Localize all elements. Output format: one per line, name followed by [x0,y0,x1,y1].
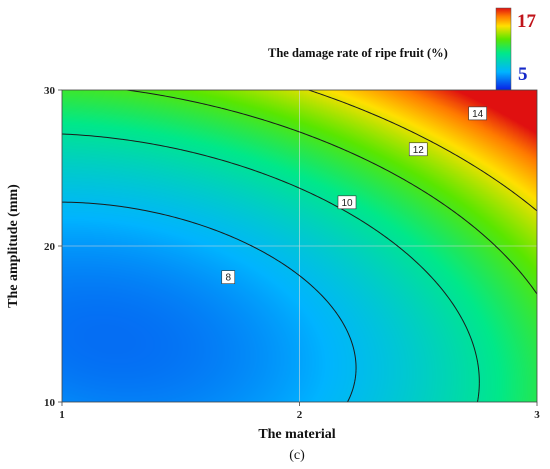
contour-line-8 [62,201,357,402]
y-tick-label: 30 [44,85,56,97]
svg-text:12: 12 [413,145,425,156]
colorbar-min-label: 5 [518,64,528,85]
contour-labels: 8 10 12 14 [221,106,487,285]
x-tick-label: 2 [297,409,303,421]
contour-line-10 [62,133,480,402]
x-axis-label: The material [258,427,335,442]
colorbar [495,7,512,91]
y-tick-label: 20 [44,241,56,253]
colorbar-max-label: 17 [517,11,537,32]
contour-line-14 [308,90,537,212]
contour-label-10: 10 [337,195,357,210]
svg-text:10: 10 [341,198,353,209]
panel-label: (c) [289,448,305,463]
contour-label-14: 14 [468,106,487,121]
contour-lines [62,90,537,402]
chart-title: The damage rate of ripe fruit (%) [268,46,448,60]
contour-label-8: 8 [221,270,236,285]
y-tick-label: 10 [44,397,56,409]
grid-lines [62,90,537,402]
contour-line-12 [126,90,537,295]
contour-label-12: 12 [408,142,428,157]
svg-text:8: 8 [225,273,231,284]
svg-text:14: 14 [472,109,484,120]
x-tick-label: 1 [59,409,65,421]
y-axis-label: The amplitude (mm) [6,184,21,308]
x-tick-label: 3 [534,409,540,421]
